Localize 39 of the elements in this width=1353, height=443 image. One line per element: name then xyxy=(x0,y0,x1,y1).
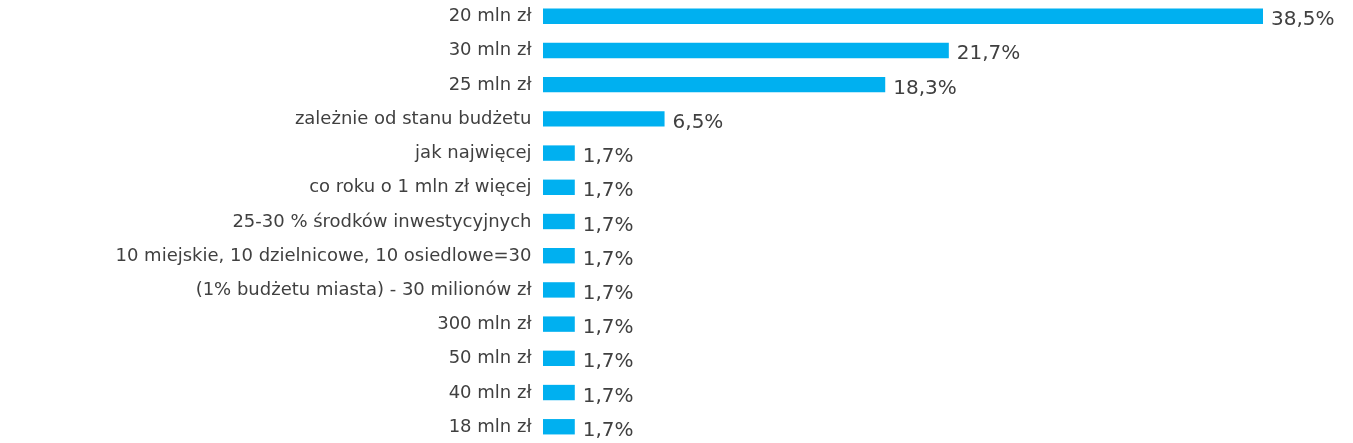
y-tick-label: 18 mln zł xyxy=(448,414,533,436)
data-label: 1,7% xyxy=(582,348,634,373)
y-tick-label: 20 mln zł xyxy=(448,4,533,26)
bar xyxy=(543,8,1263,24)
bar xyxy=(543,350,575,367)
y-tick-label: 25 mln zł xyxy=(448,72,533,94)
bar xyxy=(543,42,949,59)
data-label: 38,5% xyxy=(1271,6,1335,31)
y-tick-label: (1% budżetu miasta) - 30 milionów zł xyxy=(195,277,533,299)
data-label: 1,7% xyxy=(582,314,634,339)
data-label: 1,7% xyxy=(582,382,634,407)
y-tick-label: 50 mln zł xyxy=(448,346,533,368)
data-label: 1,7% xyxy=(582,143,634,168)
data-label: 1,7% xyxy=(582,279,634,304)
y-tick-label: 10 miejskie, 10 dzielnicowe, 10 osiedlowe=30 xyxy=(115,243,532,265)
data-label: 1,7% xyxy=(582,177,634,202)
data-label: 1,7% xyxy=(582,416,634,441)
bar xyxy=(543,316,575,332)
bar xyxy=(543,248,575,264)
y-tick-label: 40 mln zł xyxy=(448,380,533,402)
bar xyxy=(543,145,575,161)
y-tick-label: co roku o 1 mln zł więcej xyxy=(309,175,532,197)
bar xyxy=(543,179,575,195)
y-tick-label: 25-30 % środków inwestycyjnych xyxy=(232,209,532,231)
data-label: 1,7% xyxy=(582,245,634,270)
bar xyxy=(543,111,665,127)
data-label: 21,7% xyxy=(956,40,1021,65)
bar xyxy=(543,384,575,401)
bar xyxy=(543,76,886,93)
y-tick-label: 300 mln zł xyxy=(437,312,533,334)
bar xyxy=(543,213,575,230)
data-label: 6,5% xyxy=(672,108,724,133)
data-label: 1,7% xyxy=(582,211,634,236)
bar xyxy=(543,282,575,298)
data-label: 18,3% xyxy=(893,74,957,99)
y-tick-label: 30 mln zł xyxy=(448,38,533,60)
y-tick-label: zależnie od stanu budżetu xyxy=(294,106,532,128)
bar xyxy=(543,419,575,435)
y-tick-label: jak najwięcej xyxy=(414,141,532,163)
